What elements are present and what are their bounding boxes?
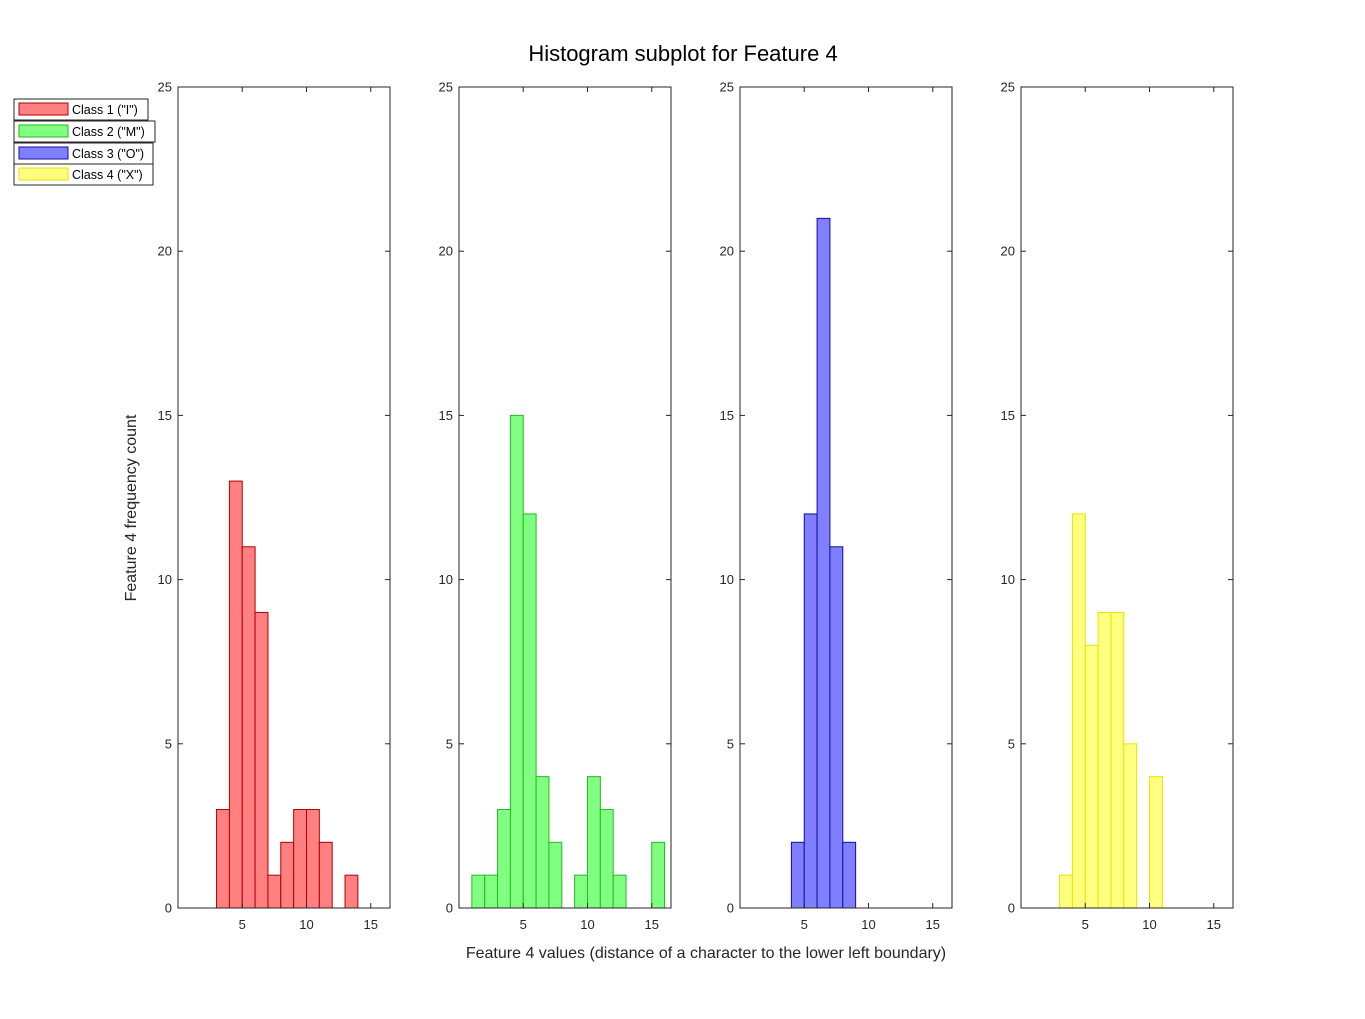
legend-swatch	[18, 102, 69, 116]
legend-entry-3: Class 3 ("O")	[13, 142, 154, 165]
y-tick-label: 20	[158, 244, 172, 259]
histogram-bar	[1097, 611, 1112, 909]
histogram-bar	[790, 841, 805, 909]
histogram-bar	[586, 776, 601, 909]
legend: Class 1 ("I") Class 2 ("M") Class 3 ("O") C…	[13, 98, 156, 186]
x-tick-label: 10	[299, 917, 313, 932]
histogram-bar	[574, 874, 588, 909]
histogram-bar	[842, 841, 857, 909]
x-tick-label: 15	[363, 917, 377, 932]
y-tick-label: 20	[1001, 244, 1015, 259]
legend-entry-2: Class 2 ("M")	[13, 120, 156, 143]
histogram-bar	[293, 808, 307, 909]
axes-box	[1020, 86, 1234, 909]
x-tick-label: 10	[861, 917, 875, 932]
y-tick-label: 25	[439, 80, 453, 95]
y-tick-label: 20	[720, 244, 734, 259]
x-tick-label: 15	[644, 917, 658, 932]
subplot-2: 0 5 10 15 20 25 5 10 15	[439, 80, 672, 932]
x-tick-label: 5	[239, 917, 246, 932]
subplot-4: 0 5 10 15 20 25 5 10 15	[1001, 80, 1234, 932]
axes-box	[177, 86, 391, 909]
x-tick-label: 5	[801, 917, 808, 932]
legend-entry-4: Class 4 ("X")	[13, 163, 154, 186]
axes-box	[739, 86, 953, 909]
y-tick-label: 10	[439, 572, 453, 587]
histogram-bar	[254, 611, 269, 909]
histogram-bar	[228, 480, 243, 909]
subplot-1: 0 5 10 15 20 25 5 10 15	[158, 80, 391, 932]
x-tick-label: 10	[580, 917, 594, 932]
legend-swatch	[18, 167, 69, 181]
y-tick-label: 0	[446, 901, 453, 916]
y-tick-label: 25	[158, 80, 172, 95]
legend-label: Class 1 ("I")	[72, 103, 138, 117]
legend-entry-1: Class 1 ("I")	[13, 98, 149, 121]
histogram-bar	[548, 841, 563, 909]
x-axis-label: Feature 4 values (distance of a characte…	[466, 945, 946, 962]
x-tick-label: 15	[925, 917, 939, 932]
histogram-bar	[497, 808, 511, 909]
y-axis-label: Feature 4 frequency count	[123, 414, 140, 601]
histogram-bar	[1059, 874, 1073, 909]
y-tick-label: 0	[727, 901, 734, 916]
y-tick-label: 25	[1001, 80, 1015, 95]
histogram-bar	[612, 874, 627, 909]
y-tick-label: 10	[1001, 572, 1015, 587]
histogram-bar	[803, 513, 818, 909]
histogram-bar	[1071, 513, 1086, 909]
histogram-bar	[509, 414, 524, 909]
histogram-bar	[1148, 776, 1163, 909]
y-tick-label: 15	[720, 408, 734, 423]
histogram-bar	[471, 874, 486, 909]
histogram-bar	[816, 217, 831, 909]
y-tick-label: 5	[446, 736, 453, 751]
x-tick-label: 15	[1206, 917, 1220, 932]
legend-label: Class 2 ("M")	[72, 125, 145, 139]
histogram-bar	[484, 874, 499, 909]
y-tick-label: 0	[1008, 901, 1015, 916]
histogram-bar	[318, 841, 333, 909]
y-tick-label: 25	[720, 80, 734, 95]
legend-label: Class 3 ("O")	[72, 147, 144, 161]
histogram-bar	[241, 546, 256, 909]
y-tick-label: 15	[158, 408, 172, 423]
histogram-bar	[651, 841, 666, 909]
subplot-3: 0 5 10 15 20 25 5 10 15	[720, 80, 953, 932]
histogram-bar	[535, 776, 550, 909]
histogram-bar	[1084, 644, 1099, 909]
histogram-bar	[216, 808, 230, 909]
histogram-bar	[344, 874, 359, 909]
histogram-bar	[1110, 611, 1125, 909]
y-tick-label: 10	[158, 572, 172, 587]
histogram-bar	[267, 874, 282, 909]
histogram-bar	[522, 513, 537, 909]
y-tick-label: 10	[720, 572, 734, 587]
subplot-panels: 0 5 10 15 20 25 5 10 15 0 5 10 15 20 25 5 10 15 0 5 10 15 20 25…	[158, 80, 1234, 932]
axes-box	[458, 86, 672, 909]
y-tick-label: 15	[439, 408, 453, 423]
chart-title: Histogram subplot for Feature 4	[528, 41, 837, 66]
histogram-bar	[829, 546, 844, 909]
y-tick-label: 5	[1008, 736, 1015, 751]
legend-swatch	[18, 124, 69, 138]
x-tick-label: 5	[1082, 917, 1089, 932]
legend-label: Class 4 ("X")	[72, 168, 143, 182]
y-tick-label: 20	[439, 244, 453, 259]
histogram-bar	[1123, 743, 1138, 909]
histogram-bar	[305, 808, 320, 909]
legend-swatch	[18, 146, 69, 160]
histogram-bar	[280, 841, 295, 909]
histogram-bar	[599, 808, 614, 909]
x-tick-label: 10	[1142, 917, 1156, 932]
y-tick-label: 0	[165, 901, 172, 916]
x-tick-label: 5	[520, 917, 527, 932]
y-tick-label: 15	[1001, 408, 1015, 423]
y-tick-label: 5	[165, 736, 172, 751]
y-tick-label: 5	[727, 736, 734, 751]
